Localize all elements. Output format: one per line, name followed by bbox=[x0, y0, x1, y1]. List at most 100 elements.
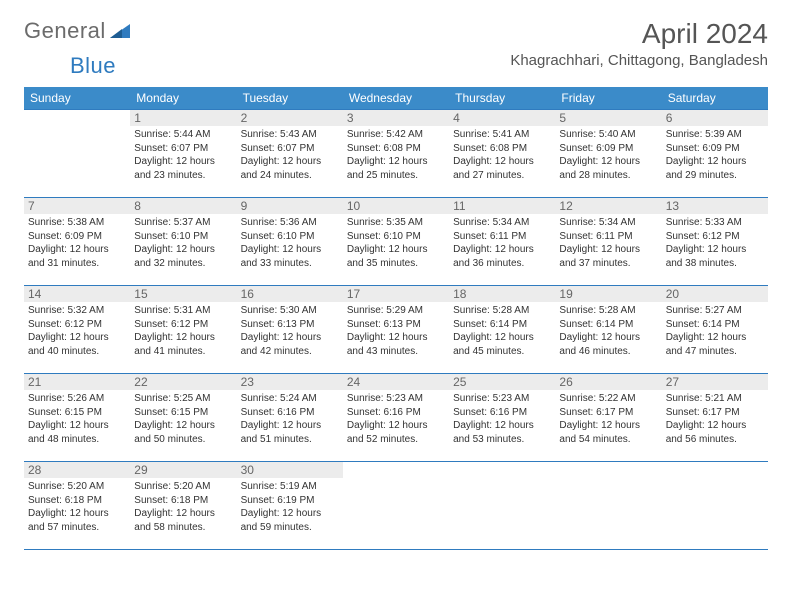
calendar-cell: 29Sunrise: 5:20 AMSunset: 6:18 PMDayligh… bbox=[130, 462, 236, 550]
day-details: Sunrise: 5:44 AMSunset: 6:07 PMDaylight:… bbox=[134, 128, 232, 182]
weekday-header: Thursday bbox=[449, 87, 555, 110]
logo-triangle-icon bbox=[110, 24, 130, 40]
calendar-cell: 11 Sunrise: 5:34 AMSunset: 6:11 PMDayligh… bbox=[449, 198, 555, 286]
day-number: 30 bbox=[237, 462, 343, 478]
day-details: Sunrise: 5:23 AMSunset: 6:16 PMDaylight:… bbox=[453, 392, 551, 446]
calendar-cell: 5 Sunrise: 5:40 AMSunset: 6:09 PMDaylight… bbox=[555, 110, 661, 198]
day-details: Sunrise: 5:28 AMSunset: 6:14 PMDaylight:… bbox=[453, 304, 551, 358]
calendar-cell: 22Sunrise: 5:25 AMSunset: 6:15 PMDayligh… bbox=[130, 374, 236, 462]
day-number: 17 bbox=[343, 286, 449, 302]
day-details: Sunrise: 5:20 AMSunset: 6:18 PMDaylight:… bbox=[134, 480, 232, 534]
day-details: Sunrise: 5:23 AMSunset: 6:16 PMDaylight:… bbox=[347, 392, 445, 446]
day-details: Sunrise: 5:34 AMSunset: 6:11 PMDaylight:… bbox=[559, 216, 657, 270]
day-details: Sunrise: 5:39 AMSunset: 6:09 PMDaylight:… bbox=[666, 128, 764, 182]
day-details: Sunrise: 5:24 AMSunset: 6:16 PMDaylight:… bbox=[241, 392, 339, 446]
calendar-cell: 10 Sunrise: 5:35 AMSunset: 6:10 PMDayligh… bbox=[343, 198, 449, 286]
calendar-cell: 16 Sunrise: 5:30 AMSunset: 6:13 PMDayligh… bbox=[237, 286, 343, 374]
calendar-table: Sunday Monday Tuesday Wednesday Thursday… bbox=[24, 87, 768, 550]
calendar-cell: 23 Sunrise: 5:24 AMSunset: 6:16 PMDayligh… bbox=[237, 374, 343, 462]
day-details: Sunrise: 5:40 AMSunset: 6:09 PMDaylight:… bbox=[559, 128, 657, 182]
calendar-cell: 28Sunrise: 5:20 AMSunset: 6:18 PMDayligh… bbox=[24, 462, 130, 550]
day-number: 28 bbox=[24, 462, 130, 478]
calendar-week-row: 7Sunrise: 5:38 AMSunset: 6:09 PMDaylight… bbox=[24, 198, 768, 286]
logo-text-1: General bbox=[24, 18, 106, 44]
day-details: Sunrise: 5:36 AMSunset: 6:10 PMDaylight:… bbox=[241, 216, 339, 270]
calendar-cell: 21 Sunrise: 5:26 AMSunset: 6:15 PMDayligh… bbox=[24, 374, 130, 462]
day-details: Sunrise: 5:38 AMSunset: 6:09 PMDaylight:… bbox=[28, 216, 126, 270]
title-block: April 2024 Khagrachhari, Chittagong, Ban… bbox=[510, 18, 768, 69]
calendar-cell: 1 Sunrise: 5:44 AMSunset: 6:07 PMDaylight… bbox=[130, 110, 236, 198]
day-number: 12 bbox=[555, 198, 661, 214]
day-details: Sunrise: 5:27 AMSunset: 6:14 PMDaylight:… bbox=[666, 304, 764, 358]
calendar-cell: 26 Sunrise: 5:22 AMSunset: 6:17 PMDayligh… bbox=[555, 374, 661, 462]
calendar-cell: 14Sunrise: 5:32 AMSunset: 6:12 PMDayligh… bbox=[24, 286, 130, 374]
logo-text-2: Blue bbox=[70, 53, 116, 79]
calendar-cell: 15 Sunrise: 5:31 AMSunset: 6:12 PMDayligh… bbox=[130, 286, 236, 374]
day-details: Sunrise: 5:21 AMSunset: 6:17 PMDaylight:… bbox=[666, 392, 764, 446]
calendar-cell: 4 Sunrise: 5:41 AMSunset: 6:08 PMDaylight… bbox=[449, 110, 555, 198]
calendar-cell: 25 Sunrise: 5:23 AMSunset: 6:16 PMDayligh… bbox=[449, 374, 555, 462]
day-number: 16 bbox=[237, 286, 343, 302]
day-details: Sunrise: 5:31 AMSunset: 6:12 PMDaylight:… bbox=[134, 304, 232, 358]
day-details: Sunrise: 5:28 AMSunset: 6:14 PMDaylight:… bbox=[559, 304, 657, 358]
day-details: Sunrise: 5:43 AMSunset: 6:07 PMDaylight:… bbox=[241, 128, 339, 182]
calendar-cell bbox=[555, 462, 661, 550]
calendar-cell: 13 Sunrise: 5:33 AMSunset: 6:12 PMDayligh… bbox=[662, 198, 768, 286]
calendar-cell: 18Sunrise: 5:28 AMSunset: 6:14 PMDayligh… bbox=[449, 286, 555, 374]
weekday-header: Friday bbox=[555, 87, 661, 110]
weekday-header: Monday bbox=[130, 87, 236, 110]
day-number: 20 bbox=[662, 286, 768, 302]
day-number: 13 bbox=[662, 198, 768, 214]
calendar-week-row: 1 Sunrise: 5:44 AMSunset: 6:07 PMDaylight… bbox=[24, 110, 768, 198]
day-number: 21 bbox=[24, 374, 130, 390]
day-number: 10 bbox=[343, 198, 449, 214]
calendar-cell bbox=[343, 462, 449, 550]
day-number: 5 bbox=[555, 110, 661, 126]
day-details: Sunrise: 5:35 AMSunset: 6:10 PMDaylight:… bbox=[347, 216, 445, 270]
calendar-cell: 19 Sunrise: 5:28 AMSunset: 6:14 PMDayligh… bbox=[555, 286, 661, 374]
day-details: Sunrise: 5:22 AMSunset: 6:17 PMDaylight:… bbox=[559, 392, 657, 446]
day-number: 26 bbox=[555, 374, 661, 390]
calendar-cell: 7Sunrise: 5:38 AMSunset: 6:09 PMDaylight… bbox=[24, 198, 130, 286]
day-details: Sunrise: 5:26 AMSunset: 6:15 PMDaylight:… bbox=[28, 392, 126, 446]
day-number: 19 bbox=[555, 286, 661, 302]
day-number: 23 bbox=[237, 374, 343, 390]
weekday-header: Tuesday bbox=[237, 87, 343, 110]
day-details: Sunrise: 5:41 AMSunset: 6:08 PMDaylight:… bbox=[453, 128, 551, 182]
calendar-cell: 30Sunrise: 5:19 AMSunset: 6:19 PMDayligh… bbox=[237, 462, 343, 550]
calendar-cell: 6 Sunrise: 5:39 AMSunset: 6:09 PMDaylight… bbox=[662, 110, 768, 198]
day-number: 4 bbox=[449, 110, 555, 126]
calendar-cell: 9 Sunrise: 5:36 AMSunset: 6:10 PMDaylight… bbox=[237, 198, 343, 286]
day-number: 25 bbox=[449, 374, 555, 390]
day-number: 11 bbox=[449, 198, 555, 214]
day-details: Sunrise: 5:32 AMSunset: 6:12 PMDaylight:… bbox=[28, 304, 126, 358]
calendar-cell: 24 Sunrise: 5:23 AMSunset: 6:16 PMDayligh… bbox=[343, 374, 449, 462]
day-details: Sunrise: 5:30 AMSunset: 6:13 PMDaylight:… bbox=[241, 304, 339, 358]
day-details: Sunrise: 5:37 AMSunset: 6:10 PMDaylight:… bbox=[134, 216, 232, 270]
calendar-cell: 8 Sunrise: 5:37 AMSunset: 6:10 PMDaylight… bbox=[130, 198, 236, 286]
day-number: 9 bbox=[237, 198, 343, 214]
day-number: 24 bbox=[343, 374, 449, 390]
weekday-header-row: Sunday Monday Tuesday Wednesday Thursday… bbox=[24, 87, 768, 110]
day-number: 27 bbox=[662, 374, 768, 390]
calendar-cell: 12 Sunrise: 5:34 AMSunset: 6:11 PMDayligh… bbox=[555, 198, 661, 286]
weekday-header: Wednesday bbox=[343, 87, 449, 110]
weekday-header: Saturday bbox=[662, 87, 768, 110]
logo: General bbox=[24, 18, 132, 44]
calendar-week-row: 21 Sunrise: 5:26 AMSunset: 6:15 PMDayligh… bbox=[24, 374, 768, 462]
day-number: 15 bbox=[130, 286, 236, 302]
calendar-cell: 20 Sunrise: 5:27 AMSunset: 6:14 PMDayligh… bbox=[662, 286, 768, 374]
calendar-cell bbox=[449, 462, 555, 550]
day-number: 1 bbox=[130, 110, 236, 126]
day-number: 2 bbox=[237, 110, 343, 126]
day-number: 6 bbox=[662, 110, 768, 126]
day-details: Sunrise: 5:33 AMSunset: 6:12 PMDaylight:… bbox=[666, 216, 764, 270]
calendar-cell: 2 Sunrise: 5:43 AMSunset: 6:07 PMDaylight… bbox=[237, 110, 343, 198]
calendar-cell: 27 Sunrise: 5:21 AMSunset: 6:17 PMDayligh… bbox=[662, 374, 768, 462]
weekday-header: Sunday bbox=[24, 87, 130, 110]
calendar-week-row: 28Sunrise: 5:20 AMSunset: 6:18 PMDayligh… bbox=[24, 462, 768, 550]
day-number: 22 bbox=[130, 374, 236, 390]
day-details: Sunrise: 5:29 AMSunset: 6:13 PMDaylight:… bbox=[347, 304, 445, 358]
day-details: Sunrise: 5:34 AMSunset: 6:11 PMDaylight:… bbox=[453, 216, 551, 270]
day-number: 8 bbox=[130, 198, 236, 214]
